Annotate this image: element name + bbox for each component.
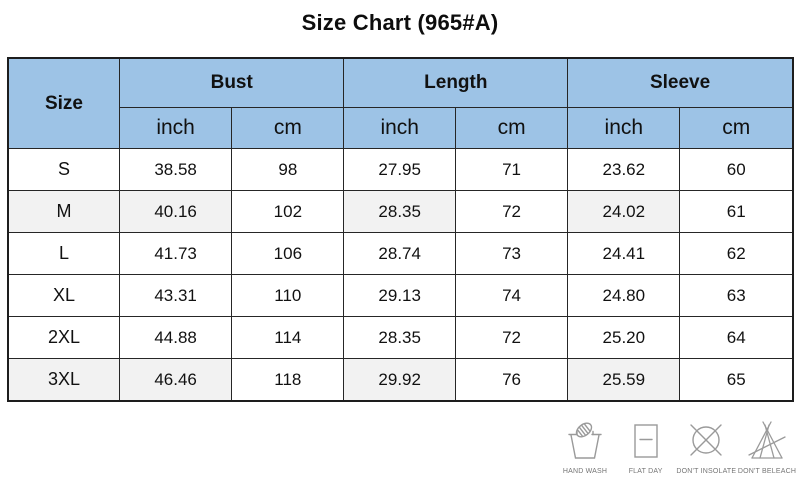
- care-instructions-strip: HAND WASH FLAT DAY DON'T INSOLATE: [556, 419, 796, 476]
- care-label: HAND WASH: [562, 468, 608, 475]
- sleeve-inch-value: 25.59: [567, 358, 681, 402]
- length-cm-value: 76: [454, 358, 569, 402]
- sleeve-cm-value: 64: [679, 316, 794, 359]
- sleeve-cm-value: 61: [679, 190, 794, 233]
- bust-inch-value: 40.16: [118, 190, 233, 233]
- subheader-bust-inch: inch: [118, 107, 233, 149]
- table-row-l: L 41.73 106 28.74 73 24.41 62: [7, 232, 794, 275]
- sleeve-cm-value: 62: [679, 232, 794, 275]
- sleeve-inch-value: 24.41: [567, 232, 681, 275]
- size-label: XL: [7, 274, 120, 317]
- care-dont-insolate: DON'T INSOLATE: [676, 419, 737, 476]
- care-flat-day: FLAT DAY: [617, 419, 675, 476]
- bust-inch-value: 46.46: [118, 358, 233, 402]
- length-cm-value: 71: [454, 148, 569, 191]
- size-label: S: [7, 148, 120, 191]
- care-dont-beleach: DON'T BELEACH: [738, 419, 796, 476]
- column-group-sleeve: Sleeve: [567, 57, 794, 108]
- size-label: M: [7, 190, 120, 233]
- bust-inch-value: 41.73: [118, 232, 233, 275]
- length-inch-value: 28.74: [343, 232, 456, 275]
- page-title: Size Chart (965#A): [301, 10, 499, 35]
- bust-inch-value: 38.58: [118, 148, 233, 191]
- length-cm-value: 72: [454, 190, 569, 233]
- dont-insolate-icon: [686, 419, 726, 463]
- sleeve-cm-value: 60: [679, 148, 794, 191]
- care-label: FLAT DAY: [628, 468, 663, 475]
- column-group-bust: Bust: [118, 57, 345, 108]
- size-label: L: [7, 232, 120, 275]
- length-cm-value: 72: [454, 316, 569, 359]
- bust-cm-value: 118: [231, 358, 345, 402]
- subheader-length-inch: inch: [343, 107, 456, 149]
- bust-cm-value: 114: [231, 316, 345, 359]
- bust-cm-value: 106: [231, 232, 345, 275]
- bust-inch-value: 43.31: [118, 274, 233, 317]
- size-chart-table: Size Bust Length Sleeve inch cm inch cm …: [7, 57, 794, 402]
- subheader-sleeve-inch: inch: [567, 107, 681, 149]
- hand-wash-icon: [565, 419, 605, 463]
- table-row-m: M 40.16 102 28.35 72 24.02 61: [7, 190, 794, 233]
- size-label: 2XL: [7, 316, 120, 359]
- length-cm-value: 74: [454, 274, 569, 317]
- table-row-2xl: 2XL 44.88 114 28.35 72 25.20 64: [7, 316, 794, 359]
- length-inch-value: 28.35: [343, 316, 456, 359]
- dont-beleach-icon: [747, 419, 787, 463]
- length-inch-value: 29.13: [343, 274, 456, 317]
- care-label: DON'T INSOLATE: [676, 468, 737, 475]
- sleeve-cm-value: 65: [679, 358, 794, 402]
- bust-cm-value: 102: [231, 190, 345, 233]
- care-label: DON'T BELEACH: [737, 468, 797, 475]
- length-cm-value: 73: [454, 232, 569, 275]
- table-row-xl: XL 43.31 110 29.13 74 24.80 63: [7, 274, 794, 317]
- sleeve-inch-value: 23.62: [567, 148, 681, 191]
- length-inch-value: 28.35: [343, 190, 456, 233]
- length-inch-value: 29.92: [343, 358, 456, 402]
- bust-cm-value: 98: [231, 148, 345, 191]
- size-label: 3XL: [7, 358, 120, 402]
- bust-inch-value: 44.88: [118, 316, 233, 359]
- table-row-3xl: 3XL 46.46 118 29.92 76 25.59 65: [7, 358, 794, 402]
- care-hand-wash: HAND WASH: [556, 419, 614, 476]
- sleeve-inch-value: 24.80: [567, 274, 681, 317]
- subheader-length-cm: cm: [454, 107, 569, 149]
- sleeve-inch-value: 25.20: [567, 316, 681, 359]
- subheader-sleeve-cm: cm: [679, 107, 794, 149]
- subheader-bust-cm: cm: [231, 107, 345, 149]
- sleeve-inch-value: 24.02: [567, 190, 681, 233]
- column-group-length: Length: [343, 57, 569, 108]
- sleeve-cm-value: 63: [679, 274, 794, 317]
- table-row-s: S 38.58 98 27.95 71 23.62 60: [7, 148, 794, 191]
- bust-cm-value: 110: [231, 274, 345, 317]
- flat-day-icon: [626, 419, 666, 463]
- length-inch-value: 27.95: [343, 148, 456, 191]
- column-header-size: Size: [7, 57, 120, 149]
